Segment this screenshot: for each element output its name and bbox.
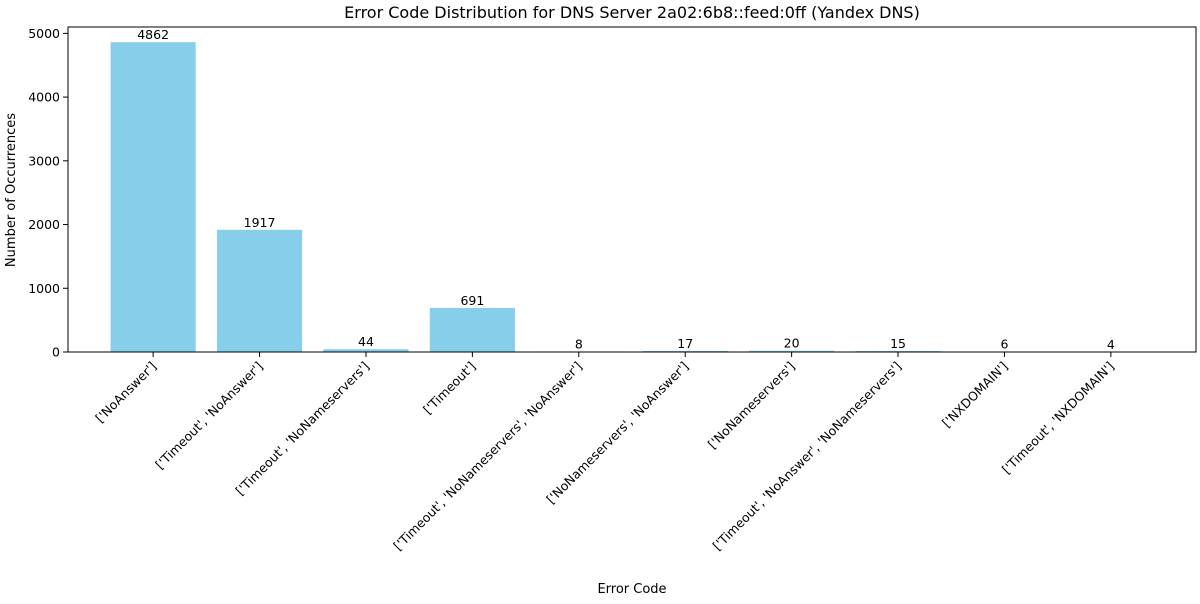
bar [111, 42, 196, 352]
y-tick-label: 3000 [28, 153, 60, 168]
x-tick-label: ['Timeout', 'NoAnswer'] [152, 359, 266, 473]
y-tick-label: 2000 [28, 217, 60, 232]
x-tick-label: ['Timeout', 'NXDOMAIN'] [999, 359, 1117, 477]
y-tick-label: 5000 [28, 26, 60, 41]
x-tick-label: ['NXDOMAIN'] [939, 359, 1011, 431]
bar-value-label: 1917 [244, 215, 276, 230]
chart-title: Error Code Distribution for DNS Server 2… [344, 3, 920, 22]
bar [217, 230, 302, 352]
y-axis-label: Number of Occurrences [4, 113, 19, 267]
bar-value-label: 691 [460, 293, 484, 308]
bar-value-label: 4 [1107, 337, 1115, 352]
x-axis-label: Error Code [597, 582, 666, 597]
bar [430, 308, 515, 352]
x-tick-label: ['NoNameservers'] [705, 359, 798, 452]
x-tick-label: ['Timeout', 'NoAnswer', 'NoNameservers'] [709, 359, 904, 554]
y-tick-label: 4000 [28, 90, 60, 105]
bar-value-label: 44 [358, 334, 374, 349]
bar-value-label: 8 [575, 336, 583, 351]
plot-area: 4862 ['NoAnswer'] 1917 ['Timeout', 'NoAnswe… [28, 26, 1196, 553]
bar-value-label: 17 [677, 336, 693, 351]
x-tick-label: ['Timeout', 'NoNameservers', 'NoAnswer'] [390, 359, 585, 554]
x-tick-label: ['Timeout'] [420, 359, 478, 417]
bar-value-label: 15 [890, 336, 906, 351]
bar-value-label: 6 [1000, 337, 1008, 352]
y-tick-label: 0 [52, 345, 60, 360]
x-tick-label: ['NoAnswer'] [92, 359, 159, 426]
bar-value-label: 4862 [137, 27, 169, 42]
y-tick-label: 1000 [28, 281, 60, 296]
bar-value-label: 20 [784, 336, 800, 351]
